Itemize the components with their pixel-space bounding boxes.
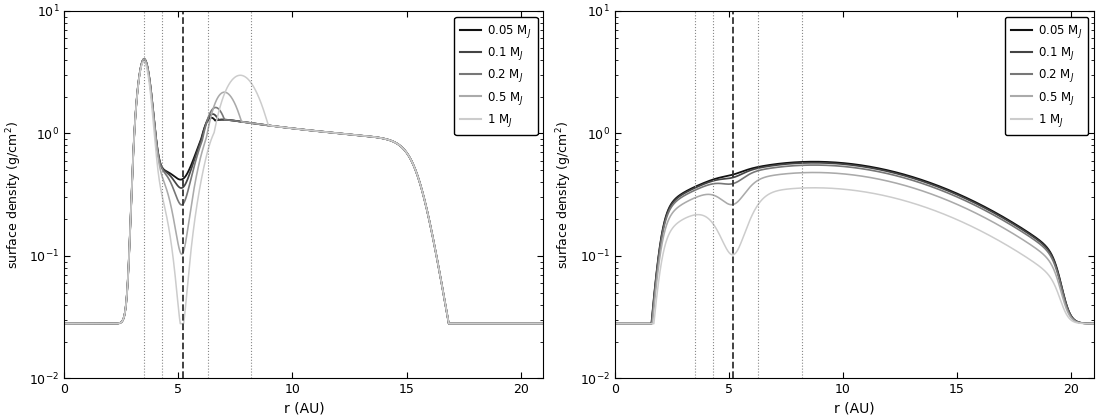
Y-axis label: surface density (g/cm$^2$): surface density (g/cm$^2$) bbox=[554, 121, 574, 269]
Legend: 0.05 M$_J$, 0.1 M$_J$, 0.2 M$_J$, 0.5 M$_J$, 1 M$_J$: 0.05 M$_J$, 0.1 M$_J$, 0.2 M$_J$, 0.5 M$… bbox=[1005, 17, 1088, 135]
Legend: 0.05 M$_J$, 0.1 M$_J$, 0.2 M$_J$, 0.5 M$_J$, 1 M$_J$: 0.05 M$_J$, 0.1 M$_J$, 0.2 M$_J$, 0.5 M$… bbox=[455, 17, 538, 135]
X-axis label: r (AU): r (AU) bbox=[283, 402, 324, 416]
Y-axis label: surface density (g/cm$^2$): surface density (g/cm$^2$) bbox=[4, 121, 24, 269]
X-axis label: r (AU): r (AU) bbox=[834, 402, 875, 416]
